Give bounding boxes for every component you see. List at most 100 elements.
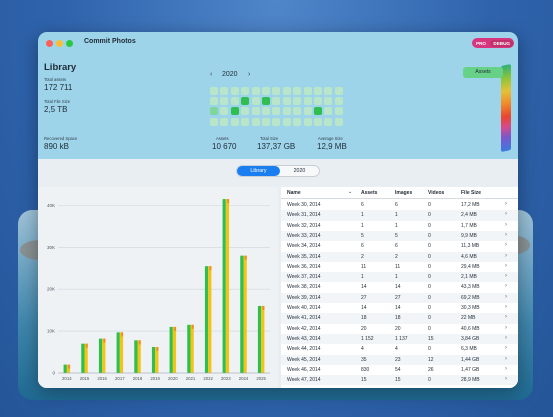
week-cell[interactable] xyxy=(210,117,218,126)
title-bar[interactable]: Commit Photos PRO DEBUG xyxy=(38,32,518,54)
table-row[interactable]: Week 38, 2014 14 14 0 43,3 MB › xyxy=(281,282,518,292)
week-cell[interactable] xyxy=(262,117,270,126)
chevron-right-icon[interactable]: › xyxy=(505,231,507,238)
week-cell[interactable] xyxy=(303,87,312,95)
chevron-right-icon[interactable]: › xyxy=(505,365,507,372)
week-cell[interactable] xyxy=(282,97,291,106)
week-cell[interactable] xyxy=(324,87,333,95)
week-cell[interactable] xyxy=(272,87,281,95)
table-row[interactable]: Week 35, 2014 2 2 0 4,6 MB › xyxy=(281,251,518,262)
chevron-right-icon[interactable]: › xyxy=(505,283,507,290)
column-header-file-size[interactable]: File Size xyxy=(461,190,482,196)
week-cell[interactable] xyxy=(293,97,302,106)
chevron-right-icon[interactable]: › xyxy=(505,242,507,249)
close-window-button[interactable] xyxy=(46,40,53,47)
week-cell[interactable] xyxy=(272,107,281,116)
week-cell[interactable] xyxy=(303,97,312,106)
week-cell[interactable] xyxy=(241,117,250,126)
week-cell[interactable] xyxy=(251,97,260,106)
chevron-right-icon[interactable]: › xyxy=(505,201,507,207)
chevron-right-icon[interactable]: › xyxy=(248,71,251,78)
week-cell[interactable] xyxy=(293,87,302,95)
week-cell[interactable] xyxy=(314,107,322,116)
week-cell[interactable] xyxy=(334,107,343,116)
tab-year[interactable]: 2020 xyxy=(293,168,306,174)
week-cell[interactable] xyxy=(293,107,302,116)
week-cell[interactable] xyxy=(262,87,270,95)
chevron-right-icon[interactable]: › xyxy=(505,221,507,228)
table-row[interactable]: Week 47, 2014 15 15 0 28,9 MB › xyxy=(281,375,518,386)
week-cell[interactable] xyxy=(251,107,260,116)
table-row[interactable]: Week 46, 2014 830 54 26 1,47 GB › xyxy=(281,365,518,375)
week-cell[interactable] xyxy=(241,107,250,116)
week-cell[interactable] xyxy=(251,117,260,126)
week-cell[interactable] xyxy=(210,87,218,95)
chevron-right-icon[interactable]: › xyxy=(505,345,507,352)
week-cell[interactable] xyxy=(220,117,229,126)
week-cell[interactable] xyxy=(220,87,229,95)
table-row[interactable]: Week 34, 2014 6 6 0 11,3 MB › xyxy=(281,241,518,251)
table-row[interactable]: Week 45, 2014 35 23 12 1,44 GB › xyxy=(281,354,518,365)
week-cell[interactable] xyxy=(293,117,302,126)
chevron-right-icon[interactable]: › xyxy=(505,252,507,259)
table-row[interactable]: Week 42, 2014 20 20 0 40,6 MB › xyxy=(281,324,518,334)
column-header-images[interactable]: Images xyxy=(395,190,413,196)
week-cell[interactable] xyxy=(303,107,312,116)
table-row[interactable]: Week 31, 2014 1 1 0 2,4 MB › xyxy=(281,210,518,221)
chevron-left-icon[interactable]: ‹ xyxy=(210,71,213,78)
assets-button[interactable]: Assets xyxy=(463,67,503,78)
chevron-right-icon[interactable]: › xyxy=(505,314,507,321)
chevron-right-icon[interactable]: › xyxy=(505,211,507,218)
week-cell[interactable] xyxy=(314,117,322,126)
week-cell[interactable] xyxy=(324,117,333,126)
week-cell[interactable] xyxy=(230,97,239,106)
table-row[interactable]: Week 36, 2014 11 11 0 29,4 MB › xyxy=(281,262,518,272)
column-header-name[interactable]: Name xyxy=(287,190,301,196)
week-cell[interactable] xyxy=(251,87,260,95)
table-row[interactable]: Week 43, 2014 1 152 1 137 15 3,84 GB › xyxy=(281,333,518,345)
week-cell[interactable] xyxy=(314,87,322,95)
chevron-right-icon[interactable]: › xyxy=(505,293,507,300)
week-cell[interactable] xyxy=(230,87,239,95)
week-cell[interactable] xyxy=(230,117,239,126)
chevron-right-icon[interactable]: › xyxy=(505,355,507,362)
table-row[interactable]: Week 30, 2014 6 6 0 17,2 MB › xyxy=(281,200,518,210)
chevron-right-icon[interactable]: › xyxy=(505,273,507,280)
table-row[interactable]: Week 40, 2014 14 14 0 30,3 MB › xyxy=(281,303,518,313)
week-cell[interactable] xyxy=(220,107,229,116)
chevron-right-icon[interactable]: › xyxy=(505,262,507,269)
minimize-window-button[interactable] xyxy=(56,40,63,47)
week-cell[interactable] xyxy=(241,97,250,106)
week-cell[interactable] xyxy=(220,97,229,106)
week-cell[interactable] xyxy=(262,107,270,116)
week-cell[interactable] xyxy=(324,97,333,106)
table-row[interactable]: Week 41, 2014 18 18 0 22 MB › xyxy=(281,313,518,324)
chevron-right-icon[interactable]: › xyxy=(505,334,507,341)
tab-library[interactable]: Library xyxy=(237,166,280,176)
chevron-right-icon[interactable]: › xyxy=(505,324,507,331)
week-cell[interactable] xyxy=(282,117,291,126)
week-cell[interactable] xyxy=(303,117,312,126)
chevron-right-icon[interactable]: › xyxy=(505,376,507,383)
column-header-assets[interactable]: Assets xyxy=(361,190,378,196)
week-cell[interactable] xyxy=(334,97,343,106)
chevron-right-icon[interactable]: › xyxy=(505,304,507,310)
week-cell[interactable] xyxy=(272,117,281,126)
week-cell[interactable] xyxy=(334,87,343,95)
week-cell[interactable] xyxy=(241,87,250,95)
sort-chevron-icon[interactable]: ⌄ xyxy=(348,189,353,195)
week-cell[interactable] xyxy=(314,97,322,106)
week-cell[interactable] xyxy=(262,97,270,106)
table-row[interactable]: Week 44, 2014 4 4 0 6,3 MB › xyxy=(281,344,518,354)
week-cell[interactable] xyxy=(230,107,239,116)
week-cell[interactable] xyxy=(324,107,333,116)
week-cell[interactable] xyxy=(334,117,343,126)
column-header-videos[interactable]: Videos xyxy=(428,190,445,196)
week-cell[interactable] xyxy=(282,107,291,116)
table-row[interactable]: Week 37, 2014 1 1 0 2,1 MB › xyxy=(281,272,518,283)
week-cell[interactable] xyxy=(282,87,291,95)
table-row[interactable]: Week 32, 2014 1 1 0 1,7 MB › xyxy=(281,221,518,231)
zoom-window-button[interactable] xyxy=(66,40,73,47)
week-cell[interactable] xyxy=(210,107,218,116)
week-cell[interactable] xyxy=(272,97,281,106)
